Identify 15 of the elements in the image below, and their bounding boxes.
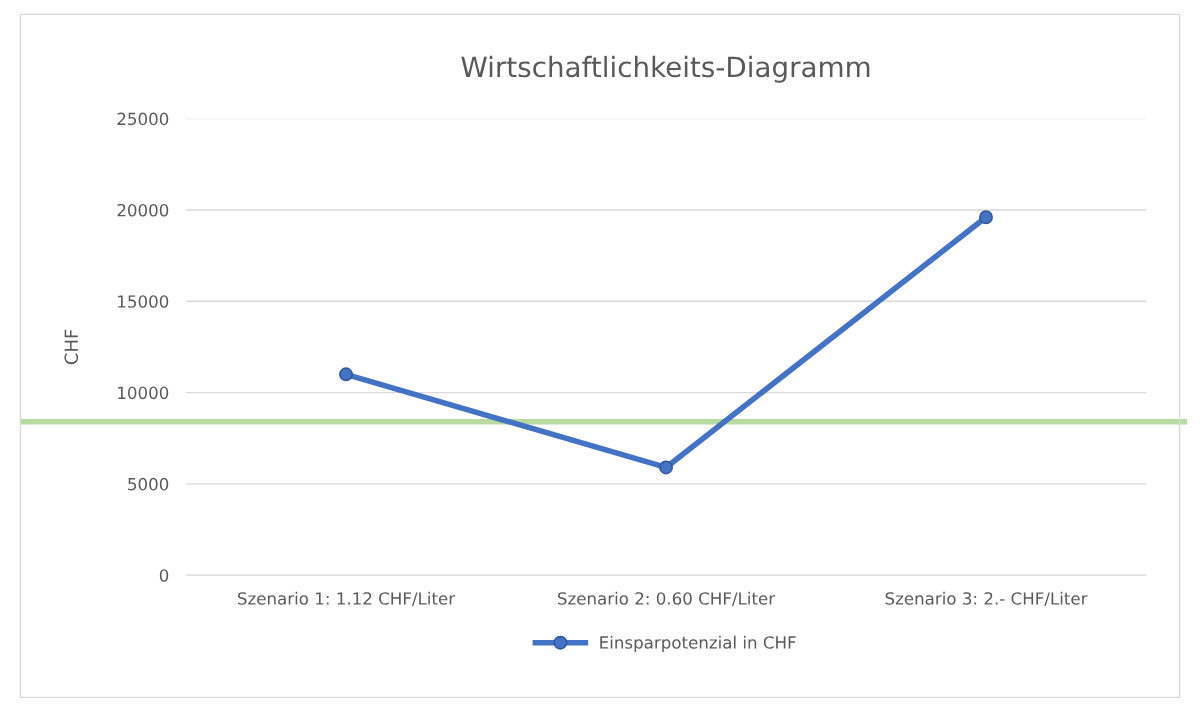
x-tick-label: Szenario 1: 1.12 CHF/Liter — [238, 591, 456, 607]
point — [659, 460, 673, 475]
x-tick-label: Szenario 3: 2.- CHF/Liter — [885, 591, 1088, 607]
y-tick-label: 0 — [159, 569, 169, 582]
x-tick-label: Szenario 2: 0.60 CHF/Liter — [558, 591, 776, 607]
chart-title: Wirtschaftlichkeits-Diagramm — [461, 55, 870, 83]
y-tick-label: 5000 — [128, 477, 169, 491]
y-tick-label: 10000 — [118, 386, 169, 400]
y-tick-label: 25000 — [117, 112, 169, 126]
point — [979, 210, 993, 225]
y-tick-label: 20000 — [117, 203, 169, 217]
y-tick-label: 15000 — [118, 295, 169, 308]
point — [339, 367, 353, 382]
legend-label: Einsparpotenzial in CHF — [600, 635, 796, 652]
y-axis-title: CHF — [64, 329, 79, 365]
